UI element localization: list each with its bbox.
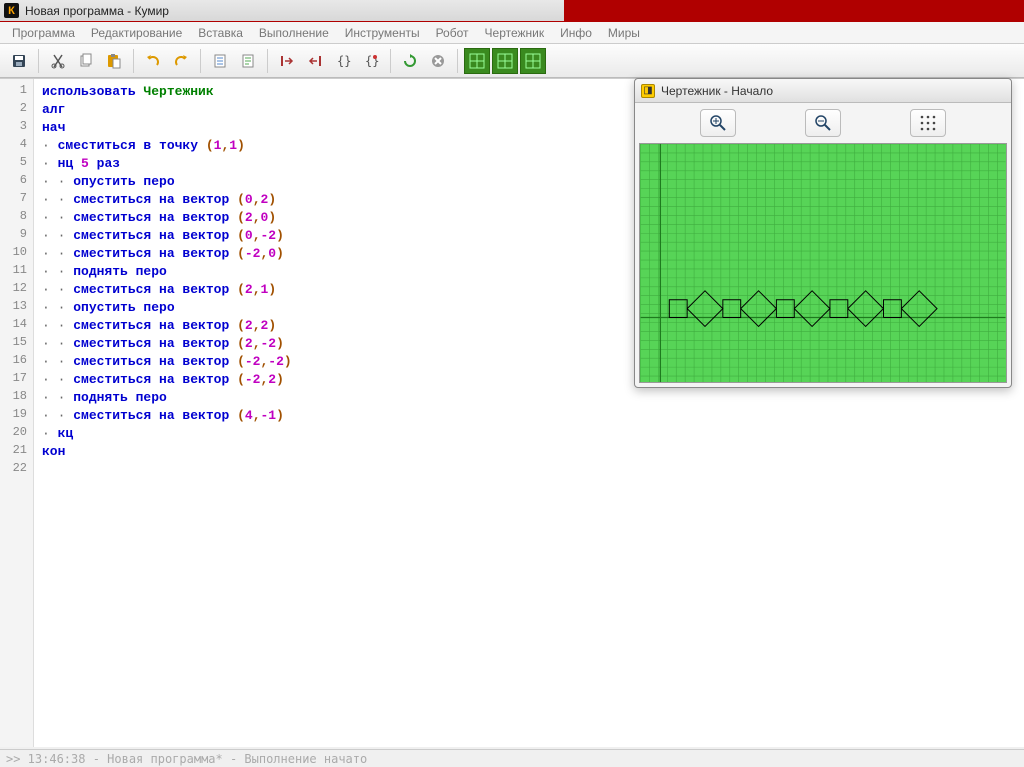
svg-text:{}: {} [365,54,379,68]
line-number: 3 [0,119,33,137]
line-number: 2 [0,101,33,119]
doc1-icon[interactable] [207,48,233,74]
line-number: 8 [0,209,33,227]
line-number: 19 [0,407,33,425]
line-number: 20 [0,425,33,443]
menu-редактирование[interactable]: Редактирование [83,24,190,42]
menu-инфо[interactable]: Инфо [552,24,600,42]
line-number: 13 [0,299,33,317]
run-in-icon[interactable] [274,48,300,74]
draft-svg [640,144,1006,382]
zoom-in-button[interactable] [700,109,736,137]
line-number: 9 [0,227,33,245]
toolbar: {} {} [0,44,1024,78]
undo-icon[interactable] [140,48,166,74]
line-number: 18 [0,389,33,407]
app-icon: К [4,3,19,18]
line-number: 22 [0,461,33,479]
status-bar: >> 13:46:38 - Новая программа* - Выполне… [0,749,1024,767]
status-text: >> 13:46:38 - Новая программа* - Выполне… [6,752,367,766]
menu-робот[interactable]: Робот [428,24,477,42]
cut-icon[interactable] [45,48,71,74]
paste-icon[interactable] [101,48,127,74]
zoom-out-button[interactable] [805,109,841,137]
grid1-icon[interactable] [464,48,490,74]
menu-чертежник[interactable]: Чертежник [477,24,553,42]
line-number: 17 [0,371,33,389]
draftsman-title: Чертежник - Начало [661,84,773,98]
line-number: 16 [0,353,33,371]
line-number: 4 [0,137,33,155]
line-number: 14 [0,317,33,335]
grid2-icon[interactable] [492,48,518,74]
line-number: 12 [0,281,33,299]
window-title: Новая программа - Кумир [25,4,169,18]
line-number: 6 [0,173,33,191]
svg-text:{}: {} [337,54,351,68]
braces2-icon[interactable]: {} [358,48,384,74]
stop-icon[interactable] [425,48,451,74]
grid3-icon[interactable] [520,48,546,74]
grid-button[interactable] [910,109,946,137]
menu-инструменты[interactable]: Инструменты [337,24,428,42]
line-number: 10 [0,245,33,263]
line-number: 15 [0,335,33,353]
draftsman-title-bar[interactable]: ◨ Чертежник - Начало [635,79,1011,103]
run-out-icon[interactable] [302,48,328,74]
copy-icon[interactable] [73,48,99,74]
code-line[interactable]: · · поднять перо [42,389,1016,407]
draftsman-window[interactable]: ◨ Чертежник - Начало [634,78,1012,388]
code-line[interactable]: · кц [42,425,1016,443]
line-number: 1 [0,83,33,101]
redo-icon[interactable] [168,48,194,74]
menu-программа[interactable]: Программа [4,24,83,42]
menu-вставка[interactable]: Вставка [190,24,251,42]
reload-icon[interactable] [397,48,423,74]
code-line[interactable] [42,461,1016,479]
menu-bar: ПрограммаРедактированиеВставкаВыполнение… [0,22,1024,44]
line-number: 5 [0,155,33,173]
title-bar: К Новая программа - Кумир [0,0,1024,22]
line-number: 11 [0,263,33,281]
draftsman-app-icon: ◨ [641,84,655,98]
braces1-icon[interactable]: {} [330,48,356,74]
menu-выполнение[interactable]: Выполнение [251,24,337,42]
draftsman-canvas [639,143,1007,383]
code-line[interactable]: кон [42,443,1016,461]
doc2-icon[interactable] [235,48,261,74]
draftsman-toolbar [635,103,1011,143]
line-number: 7 [0,191,33,209]
line-gutter: 12345678910111213141516171819202122 [0,79,34,747]
code-line[interactable]: · · сместиться на вектор (4,-1) [42,407,1016,425]
menu-миры[interactable]: Миры [600,24,648,42]
save-icon[interactable] [6,48,32,74]
line-number: 21 [0,443,33,461]
